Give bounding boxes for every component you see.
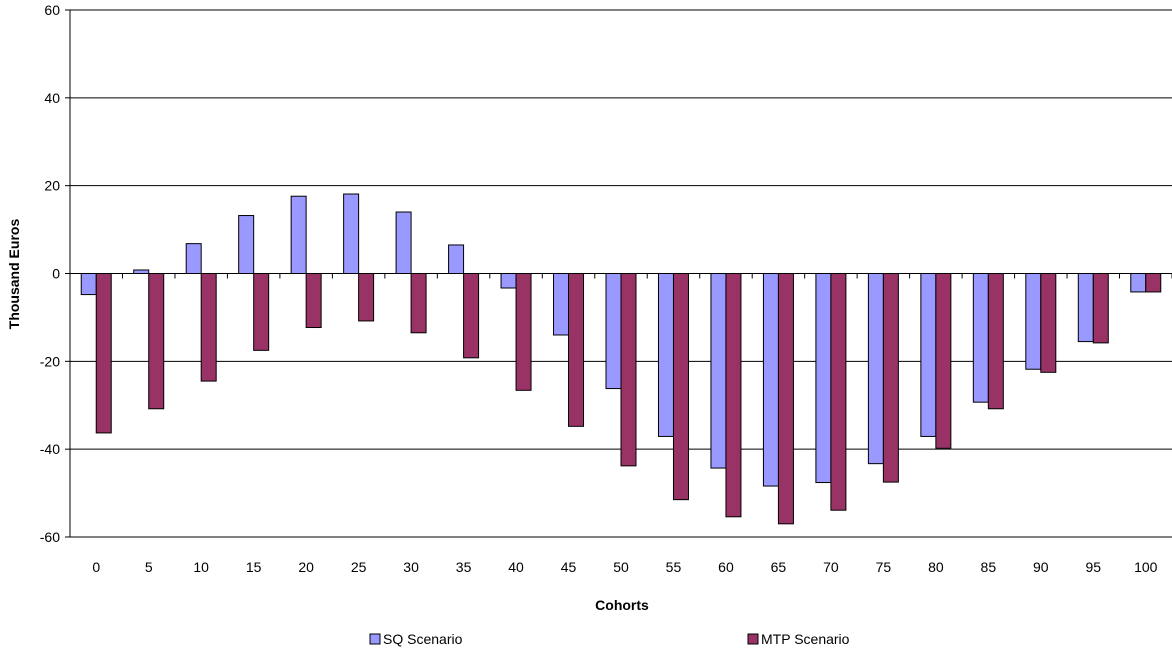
bar-mtp-0 [95,273,112,434]
x-tick-label: 60 [718,559,734,575]
x-tick-label: 0 [92,559,100,575]
bar-mtp-65 [777,273,794,525]
bar-sq-55 [657,273,674,437]
bar-sq-5 [133,269,150,274]
bar-mtp-5 [148,273,165,410]
bar-mtp-90 [1040,273,1057,373]
y-tick-label: -60 [40,529,60,545]
x-tick-label: 50 [613,559,629,575]
bar-mtp-30 [410,273,427,334]
bar-sq-80 [920,273,937,437]
x-tick-label: 90 [1033,559,1049,575]
bar-sq-15 [238,215,255,274]
y-tick-label: 60 [44,2,60,18]
bar-sq-60 [710,273,727,469]
bar-sq-95 [1077,273,1094,343]
bar-sq-0 [80,273,97,296]
x-tick-label: 75 [876,559,892,575]
bar-mtp-55 [672,273,689,501]
bar-mtp-85 [987,273,1004,410]
bar-sq-45 [553,273,570,336]
x-tick-label: 30 [403,559,419,575]
x-tick-label: 65 [771,559,787,575]
x-tick-label: 5 [145,559,153,575]
bar-sq-20 [290,195,307,274]
x-tick-label: 45 [561,559,577,575]
bar-mtp-15 [253,273,270,351]
bar-sq-40 [500,273,517,289]
bar-sq-30 [395,211,412,274]
x-tick-label: 95 [1085,559,1101,575]
y-tick-label: 0 [52,266,60,282]
legend: SQ Scenario MTP Scenario [369,631,850,647]
bar-mtp-40 [515,273,532,391]
x-tick-label: 40 [508,559,524,575]
bar-sq-65 [762,273,779,487]
y-tick-label: -20 [40,353,60,369]
x-tick-label: 15 [246,559,262,575]
x-tick-label: 70 [823,559,839,575]
bar-mtp-75 [882,273,899,483]
y-tick-label: 40 [44,90,60,106]
x-tick-label: 85 [981,559,997,575]
legend-swatch-sq [369,633,381,645]
x-tick-label: 55 [666,559,682,575]
bar-mtp-80 [935,273,952,449]
x-tick-label: 100 [1134,559,1158,575]
x-tick-label: 80 [928,559,944,575]
legend-label-sq: SQ Scenario [383,631,463,647]
y-tick-label: -40 [40,441,60,457]
x-tick-label: 10 [193,559,209,575]
bar-sq-10 [185,243,202,275]
bar-mtp-100 [1145,273,1162,293]
bar-mtp-95 [1092,273,1109,344]
bar-sq-85 [972,273,989,403]
bar-mtp-50 [620,273,637,467]
bars [80,193,1162,525]
bar-mtp-45 [568,273,585,427]
x-tick-label: 25 [351,559,367,575]
bar-sq-100 [1130,273,1147,293]
y-tick-labels: -60 -40 -20 0 20 40 60 [40,2,60,545]
y-tick-label: 20 [44,178,60,194]
x-tick-labels: 0 5 10 15 20 25 30 35 40 45 50 55 60 65 70 75 80 85 90 95 10… [92,559,1157,575]
bar-mtp-25 [358,273,375,322]
legend-swatch-mtp [747,633,759,645]
bar-mtp-35 [463,273,480,359]
y-axis-title: Thousand Euros [6,219,22,330]
bar-mtp-70 [830,273,847,511]
bar-sq-50 [605,273,622,390]
bar-mtp-10 [200,273,217,382]
bar-sq-90 [1025,273,1042,370]
axes [69,10,1172,537]
bar-sq-75 [867,273,884,465]
legend-label-mtp: MTP Scenario [761,631,850,647]
bar-mtp-20 [305,273,322,329]
bar-sq-70 [815,273,832,484]
x-axis-title: Cohorts [595,597,649,613]
bar-mtp-60 [725,273,742,518]
x-tick-label: 35 [456,559,472,575]
bar-sq-25 [343,193,360,274]
x-tick-label: 20 [298,559,314,575]
bar-sq-35 [448,244,465,274]
